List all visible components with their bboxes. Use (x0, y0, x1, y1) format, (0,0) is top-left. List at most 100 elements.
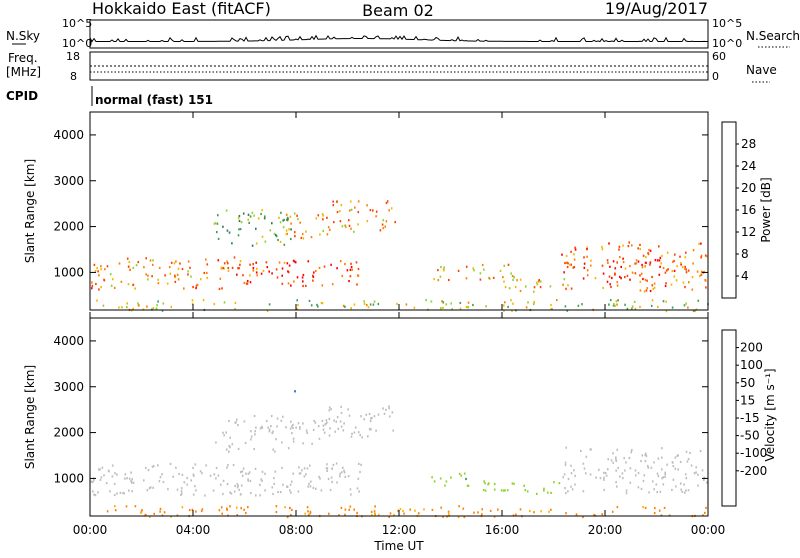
scatter-cell (192, 466, 194, 469)
scatter-cell (100, 265, 102, 268)
scatter-cell (685, 450, 688, 453)
scatter-cell (236, 486, 239, 489)
scatter-cell (572, 266, 575, 269)
scatter-cell (586, 248, 588, 251)
scatter-cell (648, 491, 650, 494)
scatter-cell (265, 261, 268, 264)
scatter-cell (661, 456, 663, 459)
scatter-cell (288, 264, 291, 267)
scatter-cell (290, 513, 292, 517)
scatter-cell (357, 200, 360, 203)
scatter-cell (223, 434, 225, 437)
scatter-cell (689, 451, 691, 455)
x-tick-label: 20:00 (588, 523, 623, 537)
scatter-cell (503, 304, 505, 307)
scatter-cell (650, 304, 653, 307)
scatter-cell (293, 260, 296, 263)
scatter-cell (331, 283, 334, 286)
scatter-cell (366, 304, 368, 307)
scatter-cell (626, 274, 629, 277)
scatter-cell (120, 280, 123, 283)
scatter-cell (631, 244, 633, 247)
scatter-cell (106, 510, 109, 513)
scatter-cell (615, 459, 618, 462)
scatter-cell (244, 441, 247, 444)
scatter-cell (308, 513, 310, 516)
scatter-cell (583, 467, 586, 470)
scatter-cell (249, 215, 252, 218)
scatter-cell (680, 263, 682, 266)
scatter-cell (235, 421, 237, 424)
scatter-cell (234, 484, 236, 488)
scatter-cell (625, 492, 628, 495)
scatter-cell (152, 307, 155, 310)
scatter-cell (617, 299, 619, 302)
scatter-cell (371, 514, 373, 517)
scatter-cell (599, 477, 602, 480)
scatter-cell (99, 478, 102, 481)
scatter-cell (132, 266, 135, 269)
scatter-cell (647, 466, 650, 469)
scatter-cell (620, 277, 622, 280)
scatter-cell (223, 262, 226, 265)
scatter-cell (205, 258, 207, 261)
scatter-cell (637, 260, 640, 263)
scatter-cell (282, 226, 285, 229)
scatter-cell (349, 209, 351, 212)
scatter-cell (145, 466, 147, 470)
scatter-cell (242, 467, 245, 470)
scatter-cell (283, 243, 286, 246)
scatter-cell (177, 267, 180, 270)
scatter-cell (247, 472, 250, 475)
scatter-cell (652, 480, 654, 483)
scatter-cell (309, 512, 312, 515)
scatter-cell (348, 219, 350, 222)
scatter-cell (353, 230, 355, 233)
scatter-cell (296, 299, 298, 302)
scatter-cell (368, 412, 371, 416)
velocity-colorbar-frame (721, 329, 737, 507)
scatter-cell (524, 489, 527, 492)
scatter-cell (135, 264, 138, 267)
scatter-cell (336, 481, 338, 484)
scatter-cell (514, 285, 517, 289)
scatter-cell (389, 512, 392, 515)
scatter-cell (388, 407, 390, 410)
scatter-cell (657, 475, 660, 478)
scatter-cell (384, 225, 386, 228)
scatter-cell (581, 303, 583, 306)
scatter-cell (118, 262, 121, 265)
scatter-cell (186, 483, 188, 486)
scatter-cell (353, 303, 356, 306)
scatter-cell (128, 489, 130, 492)
scatter-cell (564, 461, 567, 464)
scatter-cell (504, 301, 506, 304)
scatter-cell (662, 476, 664, 479)
scatter-cell (302, 442, 304, 445)
scatter-cell (465, 277, 468, 280)
scatter-cell (255, 227, 257, 230)
scatter-cell (299, 472, 302, 475)
scatter-cell (228, 419, 230, 423)
scatter-cell (613, 302, 615, 306)
scatter-cell (397, 509, 399, 512)
scatter-cell (95, 282, 97, 286)
scatter-cell (527, 301, 529, 304)
scatter-cell (566, 265, 569, 269)
scatter-cell (504, 489, 506, 492)
scatter-cell (195, 489, 197, 492)
scatter-cell (254, 430, 256, 433)
scatter-cell (409, 508, 411, 511)
scatter-cell (601, 264, 604, 267)
scatter-cell (93, 263, 96, 266)
scatter-cell (675, 485, 677, 488)
scatter-cell (213, 222, 216, 225)
nave-tick-bottom: 0 (712, 70, 719, 83)
scatter-cell (113, 482, 116, 485)
scatter-cell (212, 489, 215, 492)
scatter-cell (241, 470, 244, 473)
scatter-cell (665, 269, 668, 272)
scatter-cell (673, 275, 675, 278)
scatter-cell (620, 265, 622, 268)
